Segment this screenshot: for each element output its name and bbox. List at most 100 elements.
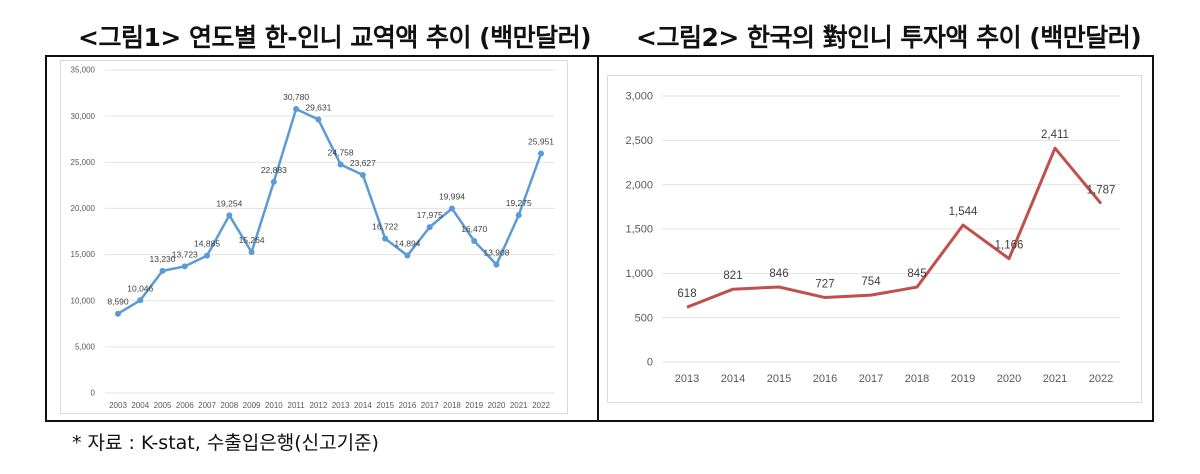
y-tick-label: 2,500 (625, 135, 653, 147)
data-label: 727 (815, 279, 834, 291)
x-tick-label: 2006 (176, 401, 194, 410)
data-label: 15,264 (239, 235, 265, 245)
x-tick-label: 2022 (1089, 373, 1113, 385)
data-label: 1,544 (949, 206, 978, 218)
y-tick-label: 1,500 (625, 224, 653, 236)
data-label: 17,975 (417, 210, 443, 220)
data-point (159, 267, 166, 274)
x-tick-label: 2016 (813, 373, 837, 385)
data-label: 846 (769, 268, 788, 280)
x-tick-label: 2021 (510, 401, 528, 410)
data-label: 24,758 (328, 148, 354, 158)
data-point (248, 249, 255, 256)
figure2-title: <그림2> 한국의 對인니 투자액 추이 (백만달러) (636, 23, 1142, 52)
x-tick-label: 2010 (265, 401, 283, 410)
x-tick-label: 2013 (675, 373, 699, 385)
data-point (382, 235, 389, 242)
data-point (359, 171, 366, 178)
x-tick-label: 2019 (951, 373, 975, 385)
y-tick-label: 500 (635, 312, 653, 324)
x-tick-label: 2018 (905, 373, 929, 385)
x-tick-label: 2004 (131, 401, 149, 410)
data-label: 618 (677, 288, 696, 300)
data-label: 14,894 (394, 239, 420, 249)
x-tick-label: 2015 (767, 373, 791, 385)
x-tick-label: 2007 (198, 401, 216, 410)
y-tick-label: 3,000 (625, 91, 653, 103)
data-label: 13,908 (483, 248, 509, 258)
data-point (204, 252, 211, 259)
figure-frame (45, 55, 1154, 422)
data-point (315, 116, 322, 123)
data-point (270, 178, 277, 185)
chart2-area (607, 75, 1142, 403)
data-point (137, 297, 144, 304)
figure1-title: <그림1> 연도별 한-인니 교역액 추이 (백만달러) (78, 23, 592, 52)
data-point (337, 161, 344, 168)
x-tick-label: 2022 (532, 401, 550, 410)
x-tick-label: 2020 (997, 373, 1021, 385)
data-label: 25,951 (528, 137, 554, 147)
y-tick-label: 5,000 (75, 343, 96, 352)
source-footnote: * 자료 : K-stat, 수출입은행(신고기준) (72, 432, 379, 454)
y-tick-label: 2,000 (625, 179, 653, 191)
data-label: 1,166 (995, 240, 1024, 252)
figure-divider (597, 55, 599, 422)
x-tick-label: 2011 (288, 401, 306, 410)
data-label: 1,787 (1087, 185, 1116, 197)
data-point (404, 252, 411, 259)
data-label: 2,411 (1041, 129, 1069, 141)
data-label: 19,254 (216, 198, 242, 208)
data-point (493, 261, 500, 268)
data-label: 13,230 (150, 254, 176, 264)
data-label: 19,275 (506, 198, 532, 208)
data-point (293, 105, 300, 112)
data-point (515, 212, 522, 219)
x-tick-label: 2003 (109, 401, 127, 410)
data-label: 8,590 (107, 297, 129, 307)
y-tick-label: 35,000 (71, 66, 96, 75)
x-tick-label: 2020 (488, 401, 506, 410)
data-label: 22,883 (261, 165, 287, 175)
data-point (226, 212, 233, 219)
data-label: 13,723 (172, 249, 198, 259)
x-tick-label: 2012 (309, 401, 327, 410)
y-tick-label: 15,000 (71, 250, 96, 259)
x-tick-label: 2013 (332, 401, 350, 410)
x-tick-label: 2017 (859, 373, 883, 385)
y-tick-label: 0 (647, 357, 653, 369)
data-label: 23,627 (350, 158, 376, 168)
chart1-area (60, 60, 568, 414)
data-point (426, 224, 433, 231)
data-label: 16,722 (372, 222, 398, 232)
data-label: 10,046 (127, 283, 153, 293)
y-tick-label: 25,000 (71, 158, 96, 167)
y-tick-label: 10,000 (71, 296, 96, 305)
data-point (448, 205, 455, 212)
x-tick-label: 2016 (399, 401, 417, 410)
data-label: 19,994 (439, 191, 465, 201)
series-line (117, 107, 543, 315)
y-tick-label: 30,000 (71, 112, 96, 121)
y-tick-label: 0 (91, 389, 96, 398)
x-tick-label: 2005 (154, 401, 172, 410)
data-label: 754 (861, 276, 881, 288)
y-tick-label: 20,000 (71, 204, 96, 213)
x-tick-label: 2017 (421, 401, 439, 410)
data-point (471, 238, 478, 245)
data-label: 14,885 (194, 239, 220, 249)
data-label: 30,780 (283, 92, 309, 102)
x-tick-label: 2018 (443, 401, 461, 410)
x-tick-label: 2021 (1043, 373, 1067, 385)
x-tick-label: 2015 (376, 401, 394, 410)
x-tick-label: 2019 (465, 401, 483, 410)
y-tick-label: 1,000 (625, 268, 653, 280)
x-tick-label: 2014 (721, 373, 745, 385)
data-label: 821 (723, 270, 742, 282)
data-point (538, 150, 544, 157)
data-point (181, 263, 188, 270)
x-tick-label: 2008 (220, 401, 238, 410)
x-tick-label: 2009 (243, 401, 261, 410)
